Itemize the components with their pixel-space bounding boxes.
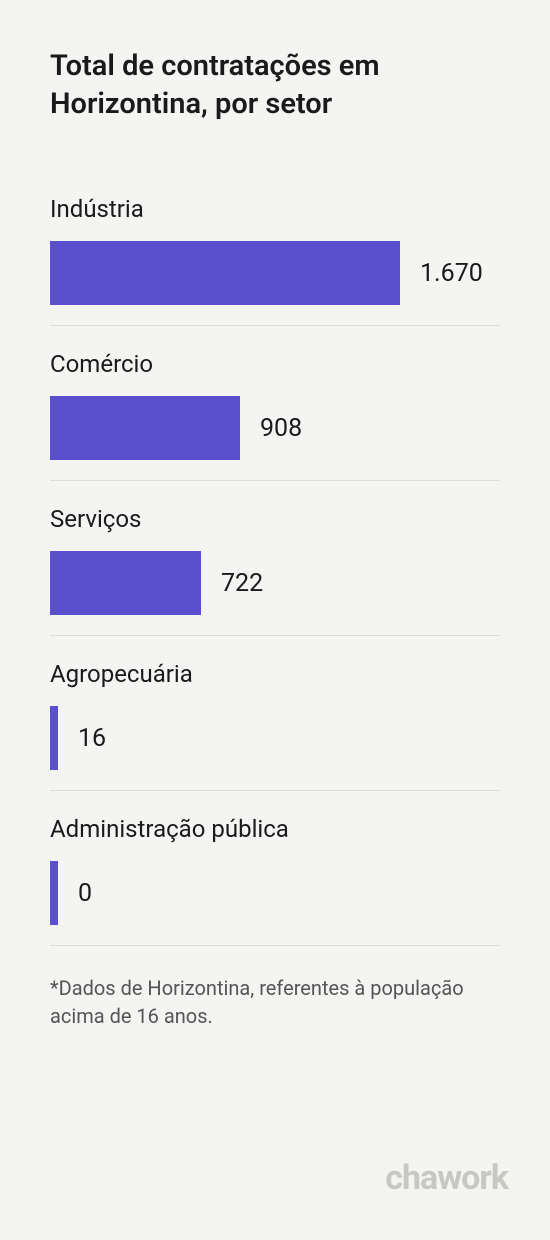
bar (50, 396, 240, 460)
bar-label: Agropecuária (50, 660, 500, 688)
bar (50, 241, 400, 305)
bar-group: Agropecuária 16 (50, 660, 500, 791)
bar-label: Indústria (50, 195, 500, 223)
bar-label: Comércio (50, 350, 500, 378)
bar-row: 1.670 (50, 241, 500, 305)
bar-value: 722 (221, 569, 263, 598)
bar-row: 908 (50, 396, 500, 460)
bar-value: 1.670 (420, 259, 483, 288)
bar (50, 551, 201, 615)
bar-value: 0 (78, 879, 92, 908)
bar (50, 861, 58, 925)
bar-value: 908 (260, 414, 302, 443)
bar-group: Serviços 722 (50, 505, 500, 636)
bar-label: Administração pública (50, 815, 500, 843)
bar-row: 722 (50, 551, 500, 615)
bar-group: Administração pública 0 (50, 815, 500, 946)
bar-group: Comércio 908 (50, 350, 500, 481)
chart-footnote: *Dados de Horizontina, referentes à popu… (50, 974, 500, 1030)
bar-row: 0 (50, 861, 500, 925)
bar-value: 16 (78, 724, 106, 753)
bar (50, 706, 58, 770)
bar-row: 16 (50, 706, 500, 770)
chart-title: Total de contratações em Horizontina, po… (50, 48, 500, 123)
brand-logo: chawork (385, 1158, 508, 1198)
bar-group: Indústria 1.670 (50, 195, 500, 326)
bar-chart: Indústria 1.670 Comércio 908 Serviços 722 Agro… (50, 195, 500, 946)
bar-label: Serviços (50, 505, 500, 533)
